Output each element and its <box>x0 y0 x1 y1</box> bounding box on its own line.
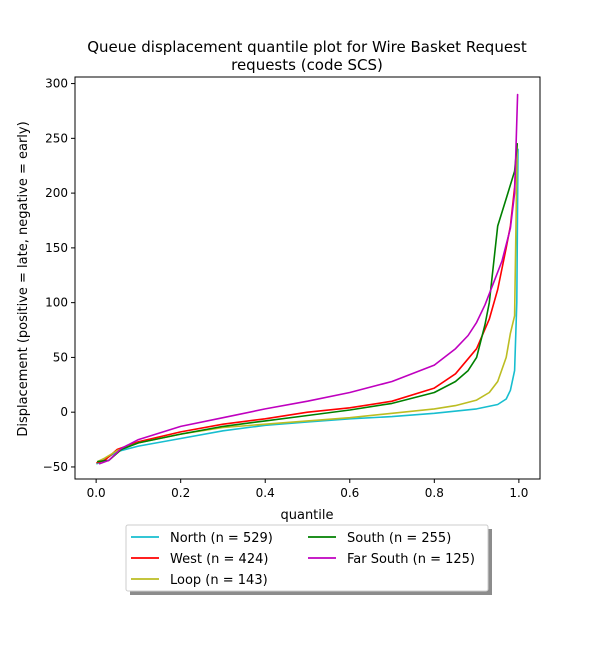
legend-label-2: Loop (n = 143) <box>170 573 268 588</box>
x-tick-label: 0.4 <box>256 486 275 500</box>
y-tick-label: 250 <box>45 131 68 145</box>
y-tick-label: 150 <box>45 241 68 255</box>
legend-label-3: South (n = 255) <box>347 531 451 546</box>
x-tick-label: 0.2 <box>171 486 190 500</box>
y-tick-label: 300 <box>45 77 68 91</box>
x-tick-label: 0.8 <box>425 486 444 500</box>
series-line-2 <box>97 143 519 463</box>
legend-label-0: North (n = 529) <box>170 531 273 546</box>
series-layer <box>96 93 519 465</box>
series-line-3 <box>97 143 519 463</box>
y-axis-label: Displacement (positive = late, negative … <box>16 121 31 436</box>
y-tick-label: 200 <box>45 186 68 200</box>
y-tick-label: 0 <box>60 405 68 419</box>
x-axis-label: quantile <box>280 508 333 523</box>
legend: North (n = 529) West (n = 424) Loop (n = 1… <box>125 524 492 595</box>
series-line-0 <box>96 148 519 465</box>
series-line-1 <box>96 148 518 464</box>
x-tick-label: 0.0 <box>87 486 106 500</box>
x-tick-label: 0.6 <box>340 486 359 500</box>
legend-label-1: West (n = 424) <box>170 552 268 567</box>
legend-label-4: Far South (n = 125) <box>347 552 475 567</box>
x-axis-ticks: 0.0 0.2 0.4 0.6 0.8 1.0 <box>87 479 528 500</box>
chart-title-line-2: requests (code SCS) <box>231 56 383 74</box>
x-tick-label: 1.0 <box>509 486 528 500</box>
y-tick-label: 100 <box>45 296 68 310</box>
legend-box <box>125 524 489 592</box>
legend-items: North (n = 529) West (n = 424) Loop (n = 1… <box>131 531 475 588</box>
y-tick-label: −50 <box>43 460 68 474</box>
chart-title-line-1: Queue displacement quantile plot for Wir… <box>87 38 527 56</box>
y-axis-ticks: −50 0 50 100 150 200 250 300 <box>43 77 75 474</box>
series-line-4 <box>98 93 519 465</box>
plot-frame <box>74 76 541 480</box>
y-tick-label: 50 <box>53 350 68 364</box>
